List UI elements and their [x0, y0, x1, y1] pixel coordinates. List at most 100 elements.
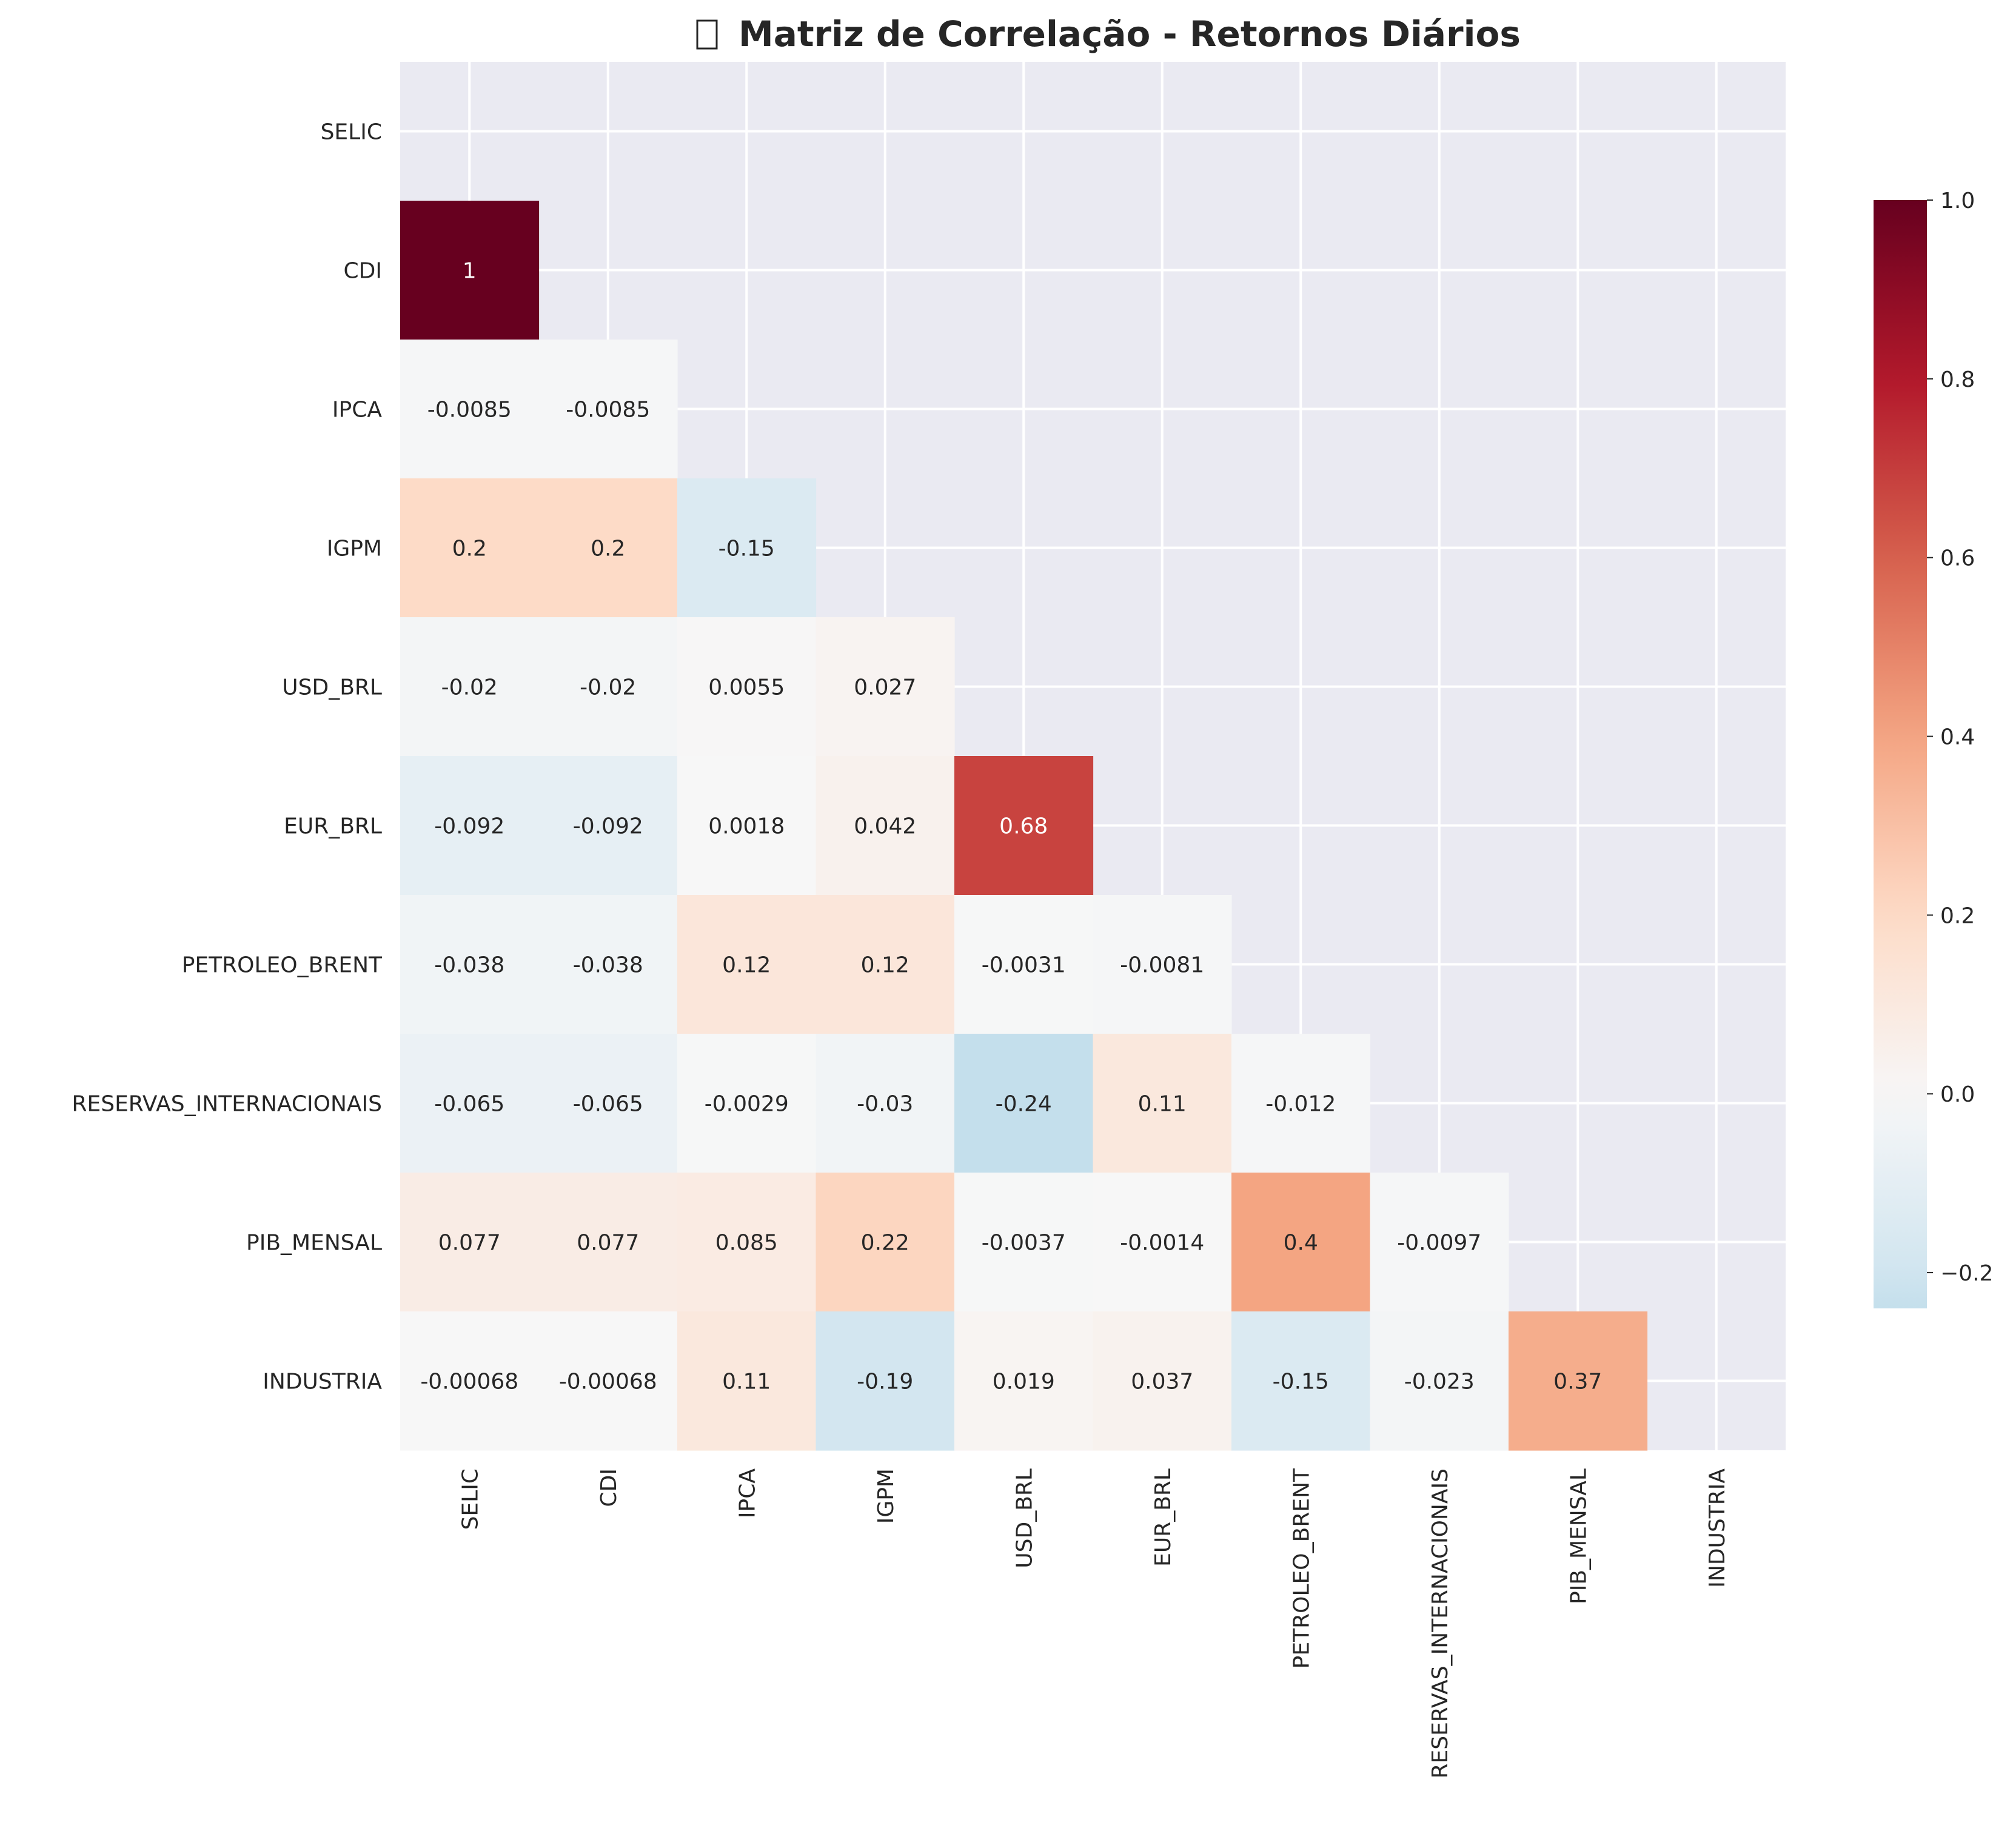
- heatmap-cell: [1093, 895, 1232, 1034]
- cell-value-label: -0.0085: [427, 398, 512, 423]
- heatmap-cell: [677, 756, 817, 896]
- colorbar-tick-label: −0.2: [1940, 1261, 1993, 1286]
- cell-value-label: -0.065: [573, 1092, 643, 1117]
- cell-value-label: -0.00068: [559, 1370, 657, 1394]
- cell-value-label: -0.24: [996, 1092, 1052, 1117]
- cell-value-label: -0.0031: [982, 953, 1066, 978]
- heatmap-cell: [954, 1311, 1094, 1451]
- x-tick-label: INDUSTRIA: [1705, 1468, 1730, 1588]
- cell-value-label: -0.00068: [420, 1370, 518, 1394]
- cell-value-label: -0.038: [434, 953, 504, 978]
- heatmap-cell: [1231, 1311, 1371, 1451]
- x-tick-label: SELIC: [458, 1468, 483, 1530]
- cell-value-label: -0.0085: [566, 398, 650, 423]
- x-tick-label: CDI: [597, 1468, 621, 1507]
- heatmap-cell: [1231, 1173, 1371, 1312]
- cell-value-label: 0.019: [993, 1370, 1055, 1394]
- cell-value-label: -0.092: [573, 814, 643, 839]
- heatmap-cell: [400, 201, 540, 340]
- heatmap-cell: [677, 1034, 817, 1173]
- x-axis-tick-labels: SELIC CDI IPCA IGPM USD_BRL EUR_BRL PETROLEO_B…: [458, 1468, 1730, 1779]
- heatmap-cell: [1093, 1311, 1232, 1451]
- heatmap-cell: [538, 756, 678, 896]
- cell-value-label: -0.065: [434, 1092, 504, 1117]
- y-tick-label: PIB_MENSAL: [246, 1231, 382, 1256]
- heatmap-cell: [400, 756, 540, 896]
- cell-value-label: 0.12: [722, 953, 771, 978]
- x-tick-label: RESERVAS_INTERNACIONAIS: [1428, 1468, 1453, 1779]
- heatmap-cell: [400, 478, 540, 618]
- cell-value-label: -0.02: [580, 675, 636, 700]
- heatmap-cell: [954, 756, 1094, 896]
- heatmap-cell: [400, 1173, 540, 1312]
- cell-value-label: 0.11: [1138, 1092, 1187, 1117]
- cell-value-label: -0.092: [434, 814, 504, 839]
- colorbar-tick-label: 1.0: [1940, 189, 1975, 213]
- heatmap-cell: [538, 617, 678, 757]
- cell-value-label: -0.19: [857, 1370, 913, 1394]
- y-tick-label: SELIC: [321, 120, 382, 145]
- cell-value-label: 0.11: [722, 1370, 771, 1394]
- cell-value-label: 0.12: [861, 953, 909, 978]
- cell-value-label: 0.085: [715, 1231, 778, 1256]
- heatmap-cell: [400, 1311, 540, 1451]
- cell-value-label: -0.012: [1265, 1092, 1336, 1117]
- heatmap-cell: [954, 1034, 1094, 1173]
- heatmap-cell: [538, 1034, 678, 1173]
- y-tick-label: RESERVAS_INTERNACIONAIS: [72, 1092, 382, 1117]
- colorbar-tick-label: 0.2: [1940, 903, 1975, 928]
- chart-title-missing-glyph-icon: [696, 19, 718, 50]
- x-tick-label: PIB_MENSAL: [1566, 1468, 1591, 1604]
- colorbar: −0.2 0.0 0.2 0.4 0.6 0.8 1.0: [1874, 189, 1993, 1308]
- y-axis-tick-labels: SELIC CDI IPCA IGPM USD_BRL EUR_BRL PETROLEO_B…: [72, 120, 383, 1394]
- x-tick-label: USD_BRL: [1012, 1468, 1037, 1568]
- cell-value-label: -0.03: [857, 1092, 913, 1117]
- cell-value-label: -0.0014: [1120, 1231, 1204, 1256]
- colorbar-tick-label: 0.4: [1940, 725, 1975, 750]
- heatmap-cell: [1370, 1173, 1509, 1312]
- heatmap-cell: [1093, 1034, 1232, 1173]
- heatmap-cell: [954, 895, 1094, 1034]
- heatmap-cell: [400, 1034, 540, 1173]
- heatmap-cell: [816, 1311, 955, 1451]
- cell-value-label: -0.023: [1404, 1370, 1475, 1394]
- heatmap-cell: [1509, 1311, 1648, 1451]
- cell-value-label: -0.038: [573, 953, 643, 978]
- heatmap-cells: [400, 201, 1648, 1451]
- cell-value-label: 0.68: [999, 814, 1048, 839]
- cell-value-label: -0.15: [1273, 1370, 1329, 1394]
- heatmap-cell: [677, 1173, 817, 1312]
- cell-value-label: 0.037: [1131, 1370, 1193, 1394]
- cell-value-label: -0.0037: [982, 1231, 1066, 1256]
- heatmap-cell: [538, 1311, 678, 1451]
- y-tick-label: INDUSTRIA: [263, 1370, 382, 1394]
- cell-value-label: 0.2: [591, 537, 625, 561]
- cell-value-label: 0.027: [854, 675, 916, 700]
- x-tick-label: EUR_BRL: [1151, 1468, 1176, 1567]
- heatmap-cell: [677, 617, 817, 757]
- cell-value-label: 0.22: [861, 1231, 909, 1256]
- colorbar-tick-label: 0.8: [1940, 367, 1975, 392]
- x-tick-label: PETROLEO_BRENT: [1289, 1468, 1314, 1669]
- heatmap-cell: [1093, 1173, 1232, 1312]
- heatmap-cell: [816, 617, 955, 757]
- heatmap-cell: [816, 756, 955, 896]
- heatmap-cell: [677, 478, 817, 618]
- cell-value-label: 0.0055: [708, 675, 785, 700]
- heatmap-cell: [400, 617, 540, 757]
- cell-value-label: 0.37: [1553, 1370, 1602, 1394]
- y-tick-label: USD_BRL: [282, 675, 382, 700]
- cell-value-label: -0.0081: [1120, 953, 1204, 978]
- cell-value-label: -0.15: [718, 537, 775, 561]
- cell-value-label: -0.0029: [705, 1092, 789, 1117]
- cell-value-label: 0.2: [452, 537, 487, 561]
- heatmap-cell: [954, 1173, 1094, 1312]
- heatmap-cell: [816, 1034, 955, 1173]
- heatmap-cell: [677, 1311, 817, 1451]
- heatmap-cell: [816, 1173, 955, 1312]
- heatmap-cell: [538, 895, 678, 1034]
- cell-value-label: 0.0018: [708, 814, 785, 839]
- y-tick-label: IPCA: [332, 398, 382, 423]
